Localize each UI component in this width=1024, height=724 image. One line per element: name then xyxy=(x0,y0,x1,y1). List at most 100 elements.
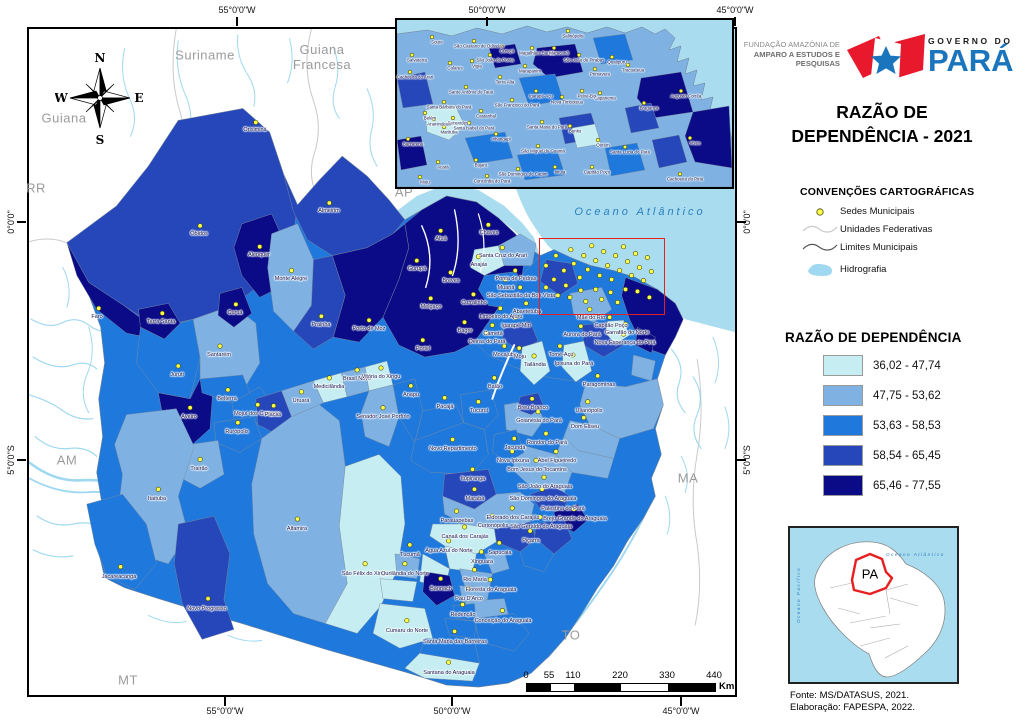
municipal-seat-dot xyxy=(581,253,587,259)
longitude-label: 50°0'0"W xyxy=(433,706,471,716)
municipal-seat-dot xyxy=(539,486,545,492)
municipal-seat-dot xyxy=(414,258,420,264)
municipal-seat-dot xyxy=(578,287,584,293)
fapespa-logo-text: FUNDAÇÃO AMAZÔNIA DE AMPARO A ESTUDOS E … xyxy=(740,40,840,69)
municipal-seat-dot xyxy=(96,305,102,311)
municipal-seat-dot xyxy=(613,253,619,259)
municipal-seat-dot xyxy=(531,353,537,359)
scale-tick: 55 xyxy=(543,670,555,681)
municipal-seat-dot xyxy=(609,277,615,282)
municipal-seat-dot xyxy=(475,254,481,260)
municipal-line-icon xyxy=(800,241,840,253)
legend-class: 36,02 - 47,74 xyxy=(823,355,1010,376)
municipal-seat-dot xyxy=(529,396,535,402)
municipal-seat-dot xyxy=(402,561,408,567)
municipal-seat-dot xyxy=(255,402,261,408)
municipal-seat-dot xyxy=(563,282,569,288)
compass-e: E xyxy=(134,91,143,105)
municipal-seat-dot xyxy=(450,115,456,121)
graticule-tick xyxy=(680,697,682,706)
municipal-seat-dot xyxy=(233,301,239,307)
municipal-seat-dot xyxy=(527,528,533,534)
scale-bar: 0 55 110 220 330 440 Km xyxy=(518,670,748,700)
municipal-seat-dot xyxy=(475,399,481,405)
municipal-seat-dot xyxy=(605,263,611,269)
municipal-seat-dot xyxy=(509,97,515,103)
municipal-seat-dot xyxy=(253,119,259,125)
conventions-title: CONVENÇÕES CARTOGRÁFICAS xyxy=(800,186,975,198)
graticule-tick xyxy=(734,17,736,26)
scale-tick: 220 xyxy=(612,670,628,681)
municipal-seat-dot xyxy=(593,286,599,292)
scale-unit: Km xyxy=(719,681,735,692)
municipal-seat-dot xyxy=(512,314,518,320)
legend-swatch xyxy=(823,385,863,406)
municipal-seat-dot xyxy=(595,373,601,379)
municipal-seat-dot xyxy=(499,43,505,49)
convention-item: Limites Municipais xyxy=(800,241,1010,253)
municipal-seat-dot xyxy=(407,542,413,548)
longitude-label: 45°0'0"W xyxy=(662,706,700,716)
compass-s: S xyxy=(96,133,105,146)
municipal-seat-dot xyxy=(499,245,505,251)
municipal-seat-dot xyxy=(559,496,565,502)
municipal-seat-dot xyxy=(478,108,484,114)
municipal-seat-dot xyxy=(485,222,491,228)
municipal-seat-dot xyxy=(623,321,629,327)
hydrography-icon xyxy=(800,259,840,279)
municipal-seat-dot xyxy=(466,120,472,126)
municipal-seat-dot xyxy=(687,135,693,141)
inner-channels xyxy=(421,209,516,400)
municipal-seat-dot xyxy=(326,200,332,206)
municipal-seat-dot xyxy=(522,63,528,69)
municipal-seat-dot xyxy=(593,258,599,264)
scale-tick: 0 xyxy=(523,670,529,681)
municipal-seat-dot xyxy=(511,436,517,442)
para-outline xyxy=(850,552,894,596)
scale-tick: 440 xyxy=(706,670,722,681)
compass-w: W xyxy=(55,91,68,105)
municipal-seat-dot xyxy=(622,144,628,150)
municipal-seat-dot xyxy=(409,52,415,58)
municipal-seat-dot xyxy=(441,99,447,105)
municipal-seat-dot xyxy=(516,345,522,351)
municipal-seat-dot xyxy=(589,164,595,170)
longitude-label: 50°0'0"W xyxy=(468,5,506,15)
municipal-seat-dot xyxy=(463,84,469,90)
municipal-seat-dot xyxy=(571,506,577,512)
municipal-seat-dot xyxy=(553,253,559,259)
para-flag-logo xyxy=(847,34,925,80)
municipal-seat-dot xyxy=(646,294,652,300)
municipal-seat-dot xyxy=(533,88,539,94)
municipal-seat-dot xyxy=(460,602,466,608)
municipal-seat-dot xyxy=(408,383,414,389)
municipal-seat-dot xyxy=(469,58,475,64)
municipal-seat-dot xyxy=(454,508,460,514)
municipal-seat-dot xyxy=(362,561,368,567)
amazon-mouth xyxy=(392,184,541,256)
municipal-seat-dot xyxy=(565,28,571,34)
legend-class: 58,54 - 65,45 xyxy=(823,445,1010,466)
municipal-seat-dot xyxy=(539,119,545,125)
municipal-seat-dot xyxy=(517,284,523,290)
municipal-seat-dot xyxy=(420,337,426,343)
legend-class: 53,63 - 58,53 xyxy=(823,415,1010,436)
municipal-seat-dot xyxy=(441,124,447,130)
municipal-seat-dot xyxy=(535,409,541,415)
municipal-seat-dot xyxy=(599,296,605,302)
scale-bar-rule xyxy=(526,683,716,692)
municipal-seat-dot xyxy=(559,94,565,100)
municipal-seat-dot xyxy=(578,323,584,329)
municipal-seat-dot xyxy=(465,586,471,592)
municipal-seat-dot xyxy=(579,88,585,94)
legend-class: 65,46 - 77,55 xyxy=(823,475,1010,496)
municipal-seat-dot xyxy=(469,466,475,472)
source-credits: Fonte: MS/DATASUS, 2021. Elaboração: FAP… xyxy=(790,690,915,714)
municipal-seat-dot xyxy=(502,277,508,282)
municipal-seat-dot xyxy=(487,577,493,583)
inset-seats-layer xyxy=(405,28,693,180)
municipal-seat-dot xyxy=(543,263,549,269)
municipal-seats-layer xyxy=(96,119,654,665)
municipal-seat-dot xyxy=(567,294,573,300)
municipal-seat-dot xyxy=(471,38,477,44)
